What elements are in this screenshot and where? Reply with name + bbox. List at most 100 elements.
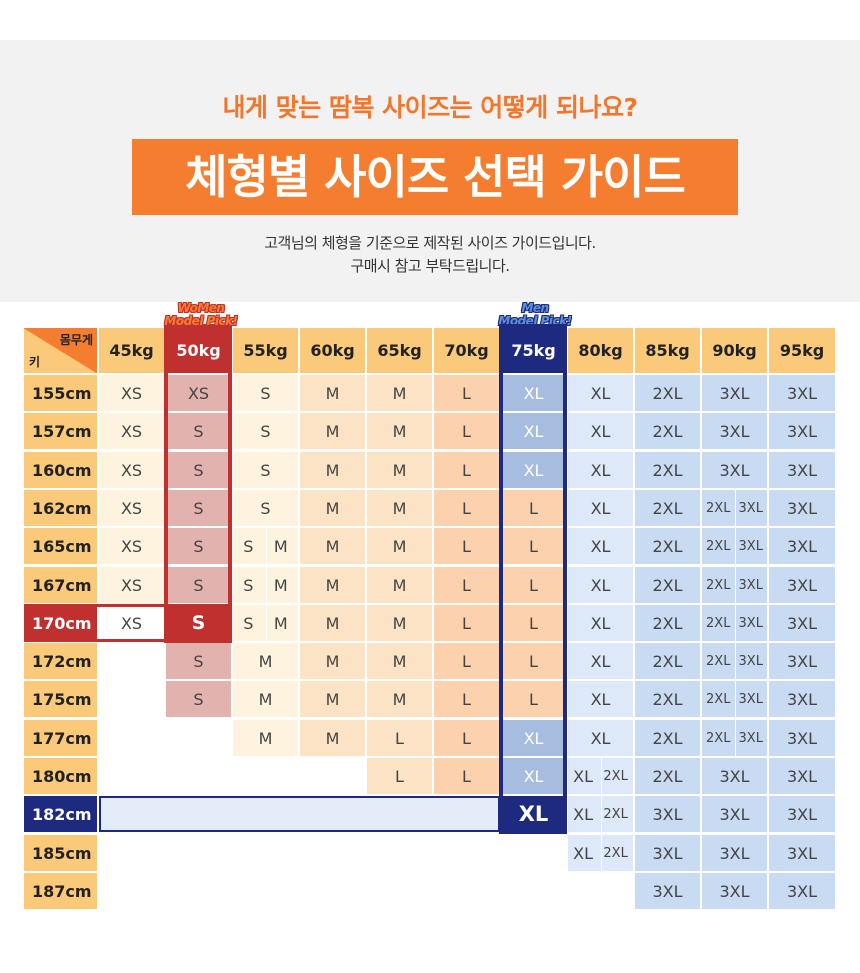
size-cell: 3XL — [769, 873, 835, 909]
size-cell: M — [233, 681, 298, 717]
men-height-band — [99, 796, 500, 832]
size-cell: 3XL — [702, 413, 767, 449]
size-cell: 3XL — [769, 452, 835, 488]
corner-weight-label: 몸무게 — [59, 333, 93, 347]
size-option: 2XL — [603, 806, 628, 822]
size-cell: L — [501, 490, 566, 526]
women-badge-line2: Model Pick! — [164, 314, 238, 328]
size-cell: M — [367, 375, 432, 411]
size-cell: 3XL — [769, 758, 835, 794]
split-divider — [600, 835, 602, 871]
size-cell: M — [300, 413, 365, 449]
size-cell: 3XL — [769, 605, 835, 641]
size-cell: L — [434, 643, 499, 679]
size-cell: 2XL — [635, 720, 700, 756]
weight-header-75kg: 75kg — [501, 328, 566, 373]
size-cell: 2XL 3XL — [702, 605, 767, 641]
men-model-pick-badge: Men Model Pick! — [489, 302, 581, 328]
size-cell: 2XL 3XL — [702, 681, 767, 717]
size-option: S — [243, 575, 254, 595]
size-cell: XS — [99, 490, 164, 526]
size-cell: L — [434, 452, 499, 488]
size-cell: XL — [568, 720, 633, 756]
corner-height-label: 키 — [29, 355, 41, 369]
size-cell: XL — [568, 452, 633, 488]
size-cell: 3XL — [635, 835, 700, 871]
size-cell: M — [300, 375, 365, 411]
size-cell: 3XL — [635, 796, 700, 832]
size-option: 2XL — [706, 691, 731, 707]
size-cell: 2XL — [635, 490, 700, 526]
size-cell: 3XL — [702, 758, 767, 794]
size-cell: 3XL — [769, 720, 835, 756]
size-cell: 3XL — [769, 528, 835, 564]
split-divider — [734, 567, 736, 603]
height-header-172cm: 172cm — [24, 643, 97, 679]
size-cell: S — [166, 452, 231, 488]
size-option: M — [273, 536, 288, 556]
weight-header-65kg: 65kg — [367, 328, 432, 373]
size-cell: 3XL — [702, 873, 767, 909]
size-cell: XL — [568, 375, 633, 411]
women-model-pick-badge: WoMen Model Pick! — [156, 302, 246, 328]
size-cell: S — [233, 375, 298, 411]
size-cell: XS — [99, 605, 164, 641]
size-cell: 3XL — [702, 835, 767, 871]
size-cell: XS — [99, 413, 164, 449]
weight-header-95kg: 95kg — [769, 328, 835, 373]
size-option: 3XL — [738, 538, 763, 554]
split-divider — [734, 681, 736, 717]
size-cell: L — [367, 720, 432, 756]
split-divider — [600, 796, 602, 832]
height-header-160cm: 160cm — [24, 452, 97, 488]
size-cell: M — [300, 681, 365, 717]
size-cell: L — [434, 567, 499, 603]
size-cell: L — [434, 375, 499, 411]
split-divider — [734, 528, 736, 564]
size-cell: M — [300, 528, 365, 564]
split-divider — [265, 567, 267, 603]
size-cell: 2XL — [635, 413, 700, 449]
height-header-167cm: 167cm — [24, 567, 97, 603]
split-divider — [265, 605, 267, 641]
size-cell: M — [300, 720, 365, 756]
size-cell: M — [367, 413, 432, 449]
description-line-1: 고객님의 체형을 기준으로 제작된 사이즈 가이드입니다. — [264, 234, 596, 252]
size-cell: XL — [568, 643, 633, 679]
height-header-177cm: 177cm — [24, 720, 97, 756]
height-header-182cm: 182cm — [24, 796, 97, 832]
size-option: 2XL — [706, 577, 731, 593]
size-option: 3XL — [738, 653, 763, 669]
size-cell: M — [367, 452, 432, 488]
size-cell: L — [434, 605, 499, 641]
size-cell: 2XL 3XL — [702, 567, 767, 603]
size-option: M — [273, 613, 288, 633]
size-cell: M — [300, 643, 365, 679]
weight-header-80kg: 80kg — [568, 328, 633, 373]
size-cell: L — [501, 681, 566, 717]
size-cell: XL — [568, 490, 633, 526]
size-option: 3XL — [738, 615, 763, 631]
size-option: 2XL — [706, 500, 731, 516]
size-cell: XL — [568, 681, 633, 717]
size-cell: XL — [501, 758, 566, 794]
size-cell: 3XL — [769, 835, 835, 871]
size-cell: XL — [568, 413, 633, 449]
size-cell: M — [233, 720, 298, 756]
size-cell: L — [434, 758, 499, 794]
split-divider — [734, 605, 736, 641]
weight-header-90kg: 90kg — [702, 328, 767, 373]
size-option: 3XL — [738, 500, 763, 516]
size-option: 2XL — [706, 615, 731, 631]
men-badge-line1: Men — [521, 301, 549, 315]
size-cell: XS — [166, 375, 231, 411]
height-header-162cm: 162cm — [24, 490, 97, 526]
size-cell: L — [434, 490, 499, 526]
height-header-187cm: 187cm — [24, 873, 97, 909]
size-cell: XL 2XL — [568, 796, 633, 832]
size-cell: L — [434, 413, 499, 449]
size-option: 2XL — [706, 538, 731, 554]
size-cell: M — [367, 605, 432, 641]
